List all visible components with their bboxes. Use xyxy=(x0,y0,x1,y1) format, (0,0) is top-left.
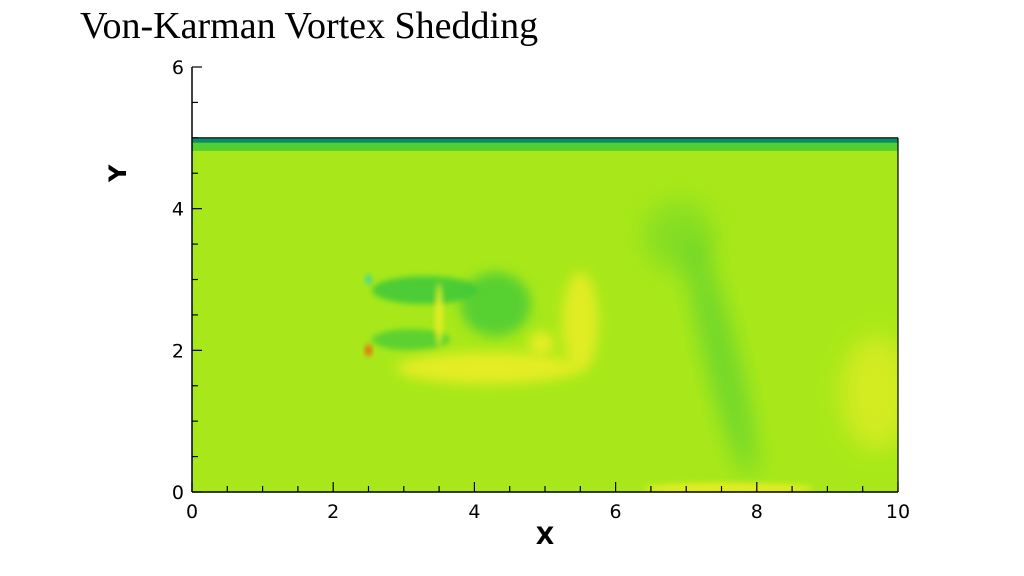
axes: 0 2 4 6 8 10 0 2 4 6 X Y xyxy=(104,57,910,550)
y-tick-label: 6 xyxy=(172,57,184,79)
outlet-yellow-zone xyxy=(841,336,898,450)
top-wall-boundary-layer xyxy=(192,137,898,143)
x-tick-label: 4 xyxy=(468,501,480,523)
wake-yellow-arc xyxy=(396,352,581,384)
field-background xyxy=(192,137,898,492)
x-tick-label: 8 xyxy=(751,501,763,523)
shed-vortex-faint xyxy=(643,201,715,273)
vortex-core-1 xyxy=(460,272,531,337)
wake-low-zone-upper xyxy=(372,275,478,305)
top-wall-gradient xyxy=(192,142,898,151)
x-tick-label: 2 xyxy=(327,501,339,523)
y-axis-label: Y xyxy=(104,164,132,183)
wake-yellow-arc-right xyxy=(562,272,598,372)
wake-low-zone-lower xyxy=(372,329,450,351)
chart-title: Von-Karman Vortex Shedding xyxy=(80,5,539,47)
y-tick-label: 2 xyxy=(172,340,184,362)
shed-vortex-band xyxy=(687,237,756,478)
shear-streak xyxy=(435,283,443,347)
x-tick-label: 0 xyxy=(186,501,198,523)
y-tick-label: 4 xyxy=(172,199,184,221)
hot-spot-2 xyxy=(528,332,555,354)
velocity-field xyxy=(192,137,898,492)
x-tick-label: 10 xyxy=(886,501,910,523)
x-tick-label: 6 xyxy=(610,501,622,523)
x-axis-label: X xyxy=(536,522,555,550)
y-tick-label: 0 xyxy=(172,482,184,504)
corner-hot-spot xyxy=(365,344,372,357)
corner-cold-spot xyxy=(365,275,372,284)
